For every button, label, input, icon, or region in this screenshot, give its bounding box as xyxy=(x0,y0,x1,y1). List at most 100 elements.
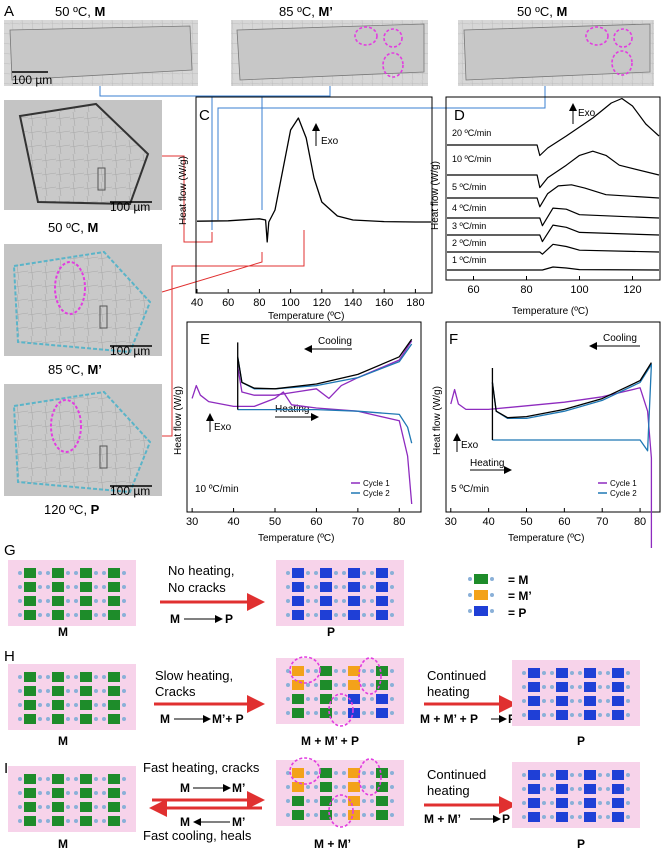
lattice-g-m-node-1-0 xyxy=(18,585,22,589)
chart-c-xtick-label-4: 120 xyxy=(313,297,331,309)
svg-text:P: P xyxy=(502,812,510,826)
lattice-i-mid-unit-0-0 xyxy=(292,768,304,778)
lattice-g-p-node-b-1-3 xyxy=(390,585,394,589)
lattice-h-mid-node-3-3 xyxy=(370,711,374,715)
scale-label-b3: 100 µm xyxy=(110,484,150,498)
lattice-h-mid-unit-0-3 xyxy=(376,666,388,676)
lattice-h-mid-unit-2-3 xyxy=(376,694,388,704)
lattice-i-m-unit-1-3 xyxy=(108,788,120,798)
chart-e-xtick-label-1: 40 xyxy=(227,516,239,528)
lattice-h-mid-node-b-3-3 xyxy=(390,711,394,715)
lattice-h-m-unit-0-1 xyxy=(52,672,64,682)
lattice-g-p-unit-3-1 xyxy=(320,610,332,620)
lattice-h-p-node-b-2-3 xyxy=(626,699,630,703)
lattice-g-m-node-b-3-1 xyxy=(66,613,70,617)
lattice-h-m-node-b-3-2 xyxy=(94,717,98,721)
lattice-h-mid-node-1-0 xyxy=(286,683,290,687)
svg-text:50 ºC, M: 50 ºC, M xyxy=(517,4,567,19)
lattice-i-mid-node-1-2 xyxy=(342,785,346,789)
lattice-h-mid-node-b-3-0 xyxy=(306,711,310,715)
lattice-g-p-unit-0-1 xyxy=(320,568,332,578)
lattice-h-mid-node-b-1-3 xyxy=(390,683,394,687)
micrograph-a-1 xyxy=(4,20,198,86)
lattice-i-m-unit-1-2 xyxy=(80,788,92,798)
lattice-h-m-node-b-3-0 xyxy=(38,717,42,721)
lattice-i-mid-node-b-2-0 xyxy=(306,799,310,803)
lattice-h-m-unit-0-0 xyxy=(24,672,36,682)
lattice-i-mid-unit-1-3 xyxy=(376,782,388,792)
chart-f-frame xyxy=(445,321,661,513)
lattice-i-p-unit-2-3 xyxy=(612,798,624,808)
lattice-g-m xyxy=(8,560,136,626)
chart-d-series-5 xyxy=(447,150,660,189)
panel-i-reaction-2: M + M’ P xyxy=(424,812,510,826)
lattice-i-p-node-0-1 xyxy=(550,773,554,777)
lattice-h-mid-node-1-1 xyxy=(314,683,318,687)
lattice-h-mid-node-b-2-1 xyxy=(334,697,338,701)
lattice-g-p-unit-3-3 xyxy=(376,610,388,620)
lattice-g-m-unit-0-2 xyxy=(80,568,92,578)
chart-e-xtick-label-3: 60 xyxy=(310,516,322,528)
lattice-i-m-node-b-1-2 xyxy=(94,791,98,795)
lattice-g-m-unit-2-1 xyxy=(52,596,64,606)
lattice-g-m-unit-3-2 xyxy=(80,610,92,620)
lattice-h-m-unit-1-3 xyxy=(108,686,120,696)
lattice-i-p-unit-0-3 xyxy=(612,770,624,780)
lattice-h-p-unit-1-3 xyxy=(612,682,624,692)
lattice-g-p-node-1-2 xyxy=(342,585,346,589)
panel-h-arrow1-line-1: Slow heating, xyxy=(155,668,233,683)
lattice-h-m-node-b-2-3 xyxy=(122,703,126,707)
lattice-i-m-unit-3-3 xyxy=(108,816,120,826)
lattice-i-p-unit-0-2 xyxy=(584,770,596,780)
chart-c-xtick-label-2: 80 xyxy=(253,297,265,309)
micrograph-a-2 xyxy=(231,20,428,86)
lattice-h-mid-node-b-0-3 xyxy=(390,669,394,673)
lattice-h-mid-unit-3-3 xyxy=(376,708,388,718)
lattice-i-mid-node-2-0 xyxy=(286,799,290,803)
lattice-i-mid-node-b-2-2 xyxy=(362,799,366,803)
lattice-i-mid-node-b-3-2 xyxy=(362,813,366,817)
lattice-i-p-unit-1-0 xyxy=(528,784,540,794)
lattice-h-m-node-b-1-3 xyxy=(122,689,126,693)
lattice-i-m-node-b-3-2 xyxy=(94,819,98,823)
lattice-h-p-unit-0-2 xyxy=(584,668,596,678)
chart-f-xlabel: Temperature (ºC) xyxy=(508,533,584,544)
lattice-i-mid-node-b-1-1 xyxy=(334,785,338,789)
lattice-h-mid-node-b-1-2 xyxy=(362,683,366,687)
lattice-h-p-node-2-3 xyxy=(606,699,610,703)
phase-legend xyxy=(468,574,494,616)
lattice-h-p xyxy=(512,660,640,726)
lattice-h-m-node-1-3 xyxy=(102,689,106,693)
lattice-h-m-unit-3-3 xyxy=(108,714,120,724)
chart-f-series-1 xyxy=(491,363,653,452)
lattice-g-p-node-2-3 xyxy=(370,599,374,603)
lattice-i-p xyxy=(512,762,640,828)
lattice-g-m-node-2-0 xyxy=(18,599,22,603)
chart-f-xtick-label-2: 50 xyxy=(520,516,532,528)
panel-letter-a: A xyxy=(4,3,14,20)
lattice-i-m-node-0-0 xyxy=(18,777,22,781)
panel-i-reaction-forward: M M’ xyxy=(180,781,245,795)
lattice-g-m-unit-0-3 xyxy=(108,568,120,578)
lattice-i-mid-node-3-1 xyxy=(314,813,318,817)
lattice-i-crack-marks xyxy=(289,757,382,828)
chart-c-ylabel: Heat flow (W/g) xyxy=(178,156,189,225)
lattice-h-p-node-0-0 xyxy=(522,671,526,675)
panel-i-right-label: P xyxy=(577,837,585,851)
lattice-i-p-node-b-2-3 xyxy=(626,801,630,805)
lattice-h-p-node-b-1-2 xyxy=(598,685,602,689)
lattice-i-m-node-0-2 xyxy=(74,777,78,781)
legend-node-left-0 xyxy=(468,577,472,581)
lattice-h-mid-node-3-2 xyxy=(342,711,346,715)
lattice-i-p-unit-1-1 xyxy=(556,784,568,794)
lattice-i-p-node-b-2-2 xyxy=(598,801,602,805)
lattice-g-m-unit-3-0 xyxy=(24,610,36,620)
lattice-i-m-node-b-1-1 xyxy=(66,791,70,795)
lattice-i-m-node-b-2-3 xyxy=(122,805,126,809)
lattice-i-m-unit-1-0 xyxy=(24,788,36,798)
lattice-h-mid-node-0-3 xyxy=(370,669,374,673)
lattice-h-m-node-b-2-0 xyxy=(38,703,42,707)
lattice-h-p-node-1-3 xyxy=(606,685,610,689)
lattice-g-m-unit-1-3 xyxy=(108,582,120,592)
lattice-i-p-node-0-3 xyxy=(606,773,610,777)
